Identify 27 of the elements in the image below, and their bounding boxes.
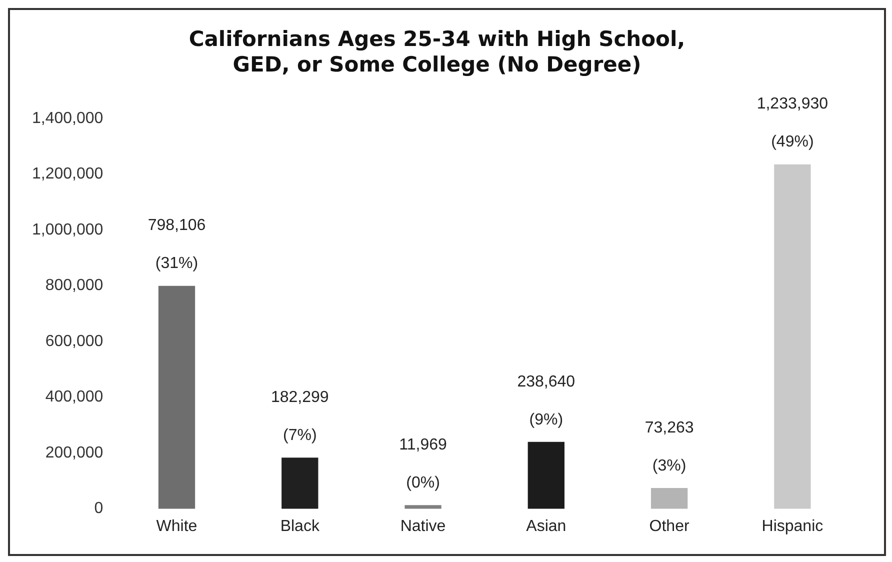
y-tick-label: 0 [94, 500, 104, 518]
y-tick-label: 1,400,000 [32, 110, 104, 127]
text: 73,263 (3%) [644, 419, 694, 474]
text: 238,640 (9%) [517, 373, 576, 428]
y-tick-label: 200,000 [45, 444, 104, 462]
bar [282, 458, 318, 509]
bar [528, 442, 564, 509]
x-tick-label: Black [280, 518, 320, 535]
y-tick-label: 1,000,000 [32, 221, 104, 238]
bar [158, 286, 196, 509]
x-tick-label: Hispanic [762, 518, 824, 535]
y-tick-label: 800,000 [45, 277, 104, 294]
text: 1,233,930 (49%) [756, 96, 828, 151]
text: 11,969 (0%) [399, 436, 447, 492]
bar [404, 505, 442, 509]
y-tick-label: 1,200,000 [32, 166, 104, 183]
x-tick-label: Native [400, 518, 446, 535]
bar [650, 488, 688, 509]
text: 798,106 (31%) [148, 217, 206, 272]
x-tick-label: White [156, 518, 198, 535]
text: 182,299 (7%) [270, 388, 329, 444]
chart-title: Californians Ages 25-34 with High School, GED, or Some College (No Degree) [188, 27, 686, 76]
x-tick-label: Other [649, 518, 690, 535]
x-tick-label: Asian [526, 518, 566, 535]
y-tick-label: 400,000 [45, 388, 104, 406]
y-tick-label: 600,000 [45, 332, 104, 350]
bar [774, 164, 811, 509]
